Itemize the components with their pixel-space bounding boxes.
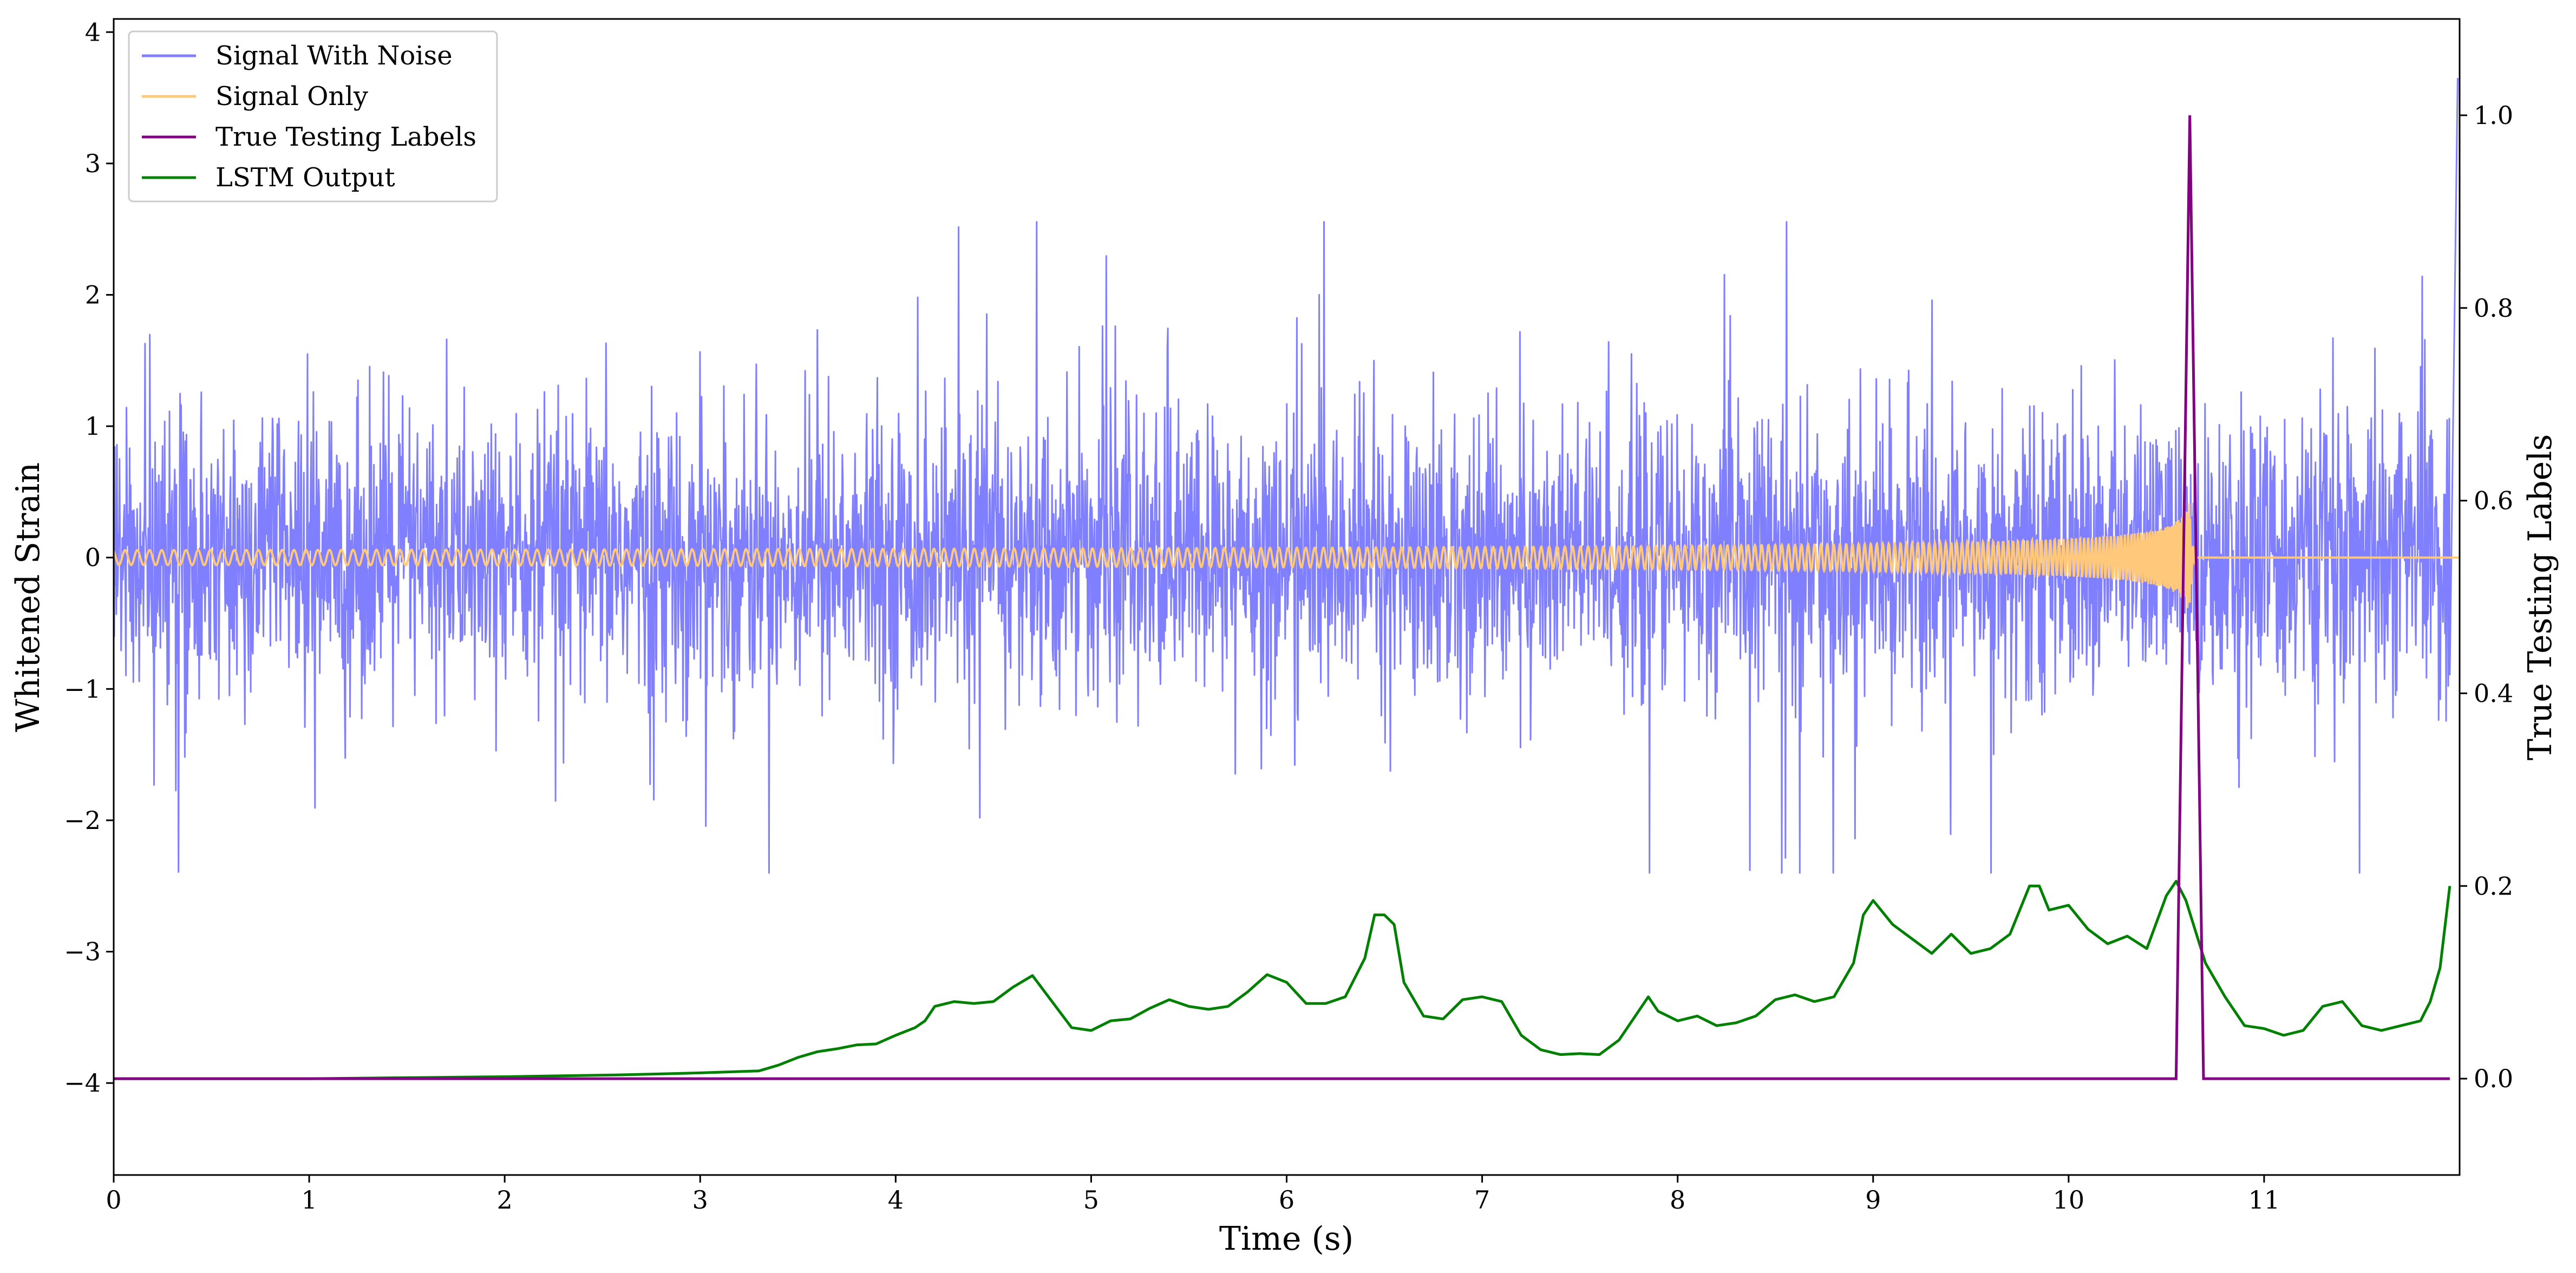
y-left-tick-label: −3 [64,937,101,967]
y-right-axis-ticks: 0.0 0.2 0.4 0.6 0.8 1.0 [2460,101,2513,1093]
signal-only-line [114,503,2460,608]
legend-label-lstm-output: LSTM Output [215,162,395,193]
x-tick-label: 6 [1279,1185,1294,1215]
x-tick-label: 2 [497,1185,513,1215]
legend-label-true-testing-labels: True Testing Labels [215,122,476,152]
x-axis-title: Time (s) [1219,1220,1354,1258]
y-left-tick-label: 0 [85,543,101,572]
lstm-output-series [114,879,2451,1080]
x-tick-label: 9 [1865,1185,1881,1215]
x-tick-label: 0 [106,1185,121,1215]
y-right-tick-label: 1.0 [2474,101,2513,130]
y-right-tick-label: 0.6 [2474,486,2513,515]
legend-label-signal-with-noise: Signal With Noise [215,41,453,71]
y-left-tick-label: −1 [64,674,101,703]
x-tick-label: 3 [692,1185,708,1215]
y-left-axis-ticks: 4 3 2 1 0 −1 −2 −3 −4 [64,17,114,1098]
y-right-tick-label: 0.2 [2474,871,2513,900]
y-right-axis-title: True Testing Labels [2521,434,2559,761]
y-right-tick-label: 0.0 [2474,1064,2513,1093]
y-left-tick-label: −4 [64,1068,101,1098]
x-tick-label: 11 [2248,1185,2280,1215]
y-right-tick-label: 0.8 [2474,293,2513,323]
y-left-tick-label: 3 [85,149,101,178]
legend-label-signal-only: Signal Only [215,81,368,112]
x-tick-label: 1 [301,1185,317,1215]
x-tick-label: 7 [1474,1185,1490,1215]
x-tick-label: 8 [1670,1185,1685,1215]
y-left-tick-label: 1 [85,412,101,441]
x-axis-ticks: 0 1 2 3 4 5 6 7 8 9 10 11 [106,1175,2280,1215]
legend: Signal With Noise Signal Only True Testi… [128,30,498,203]
y-left-tick-label: 4 [85,17,101,47]
x-tick-label: 10 [2053,1185,2085,1215]
x-tick-label: 5 [1083,1185,1099,1215]
signal-only-series [114,503,2460,608]
y-left-axis-title: Whitened Strain [9,462,47,732]
true-testing-labels-line [114,115,2450,1080]
lstm-output-line [114,879,2451,1080]
true-testing-labels-series [114,115,2450,1080]
legend-box [128,30,498,203]
y-left-tick-label: −2 [64,806,101,835]
x-tick-label: 4 [888,1185,904,1215]
y-left-tick-label: 2 [85,280,101,309]
y-right-tick-label: 0.4 [2474,678,2513,708]
